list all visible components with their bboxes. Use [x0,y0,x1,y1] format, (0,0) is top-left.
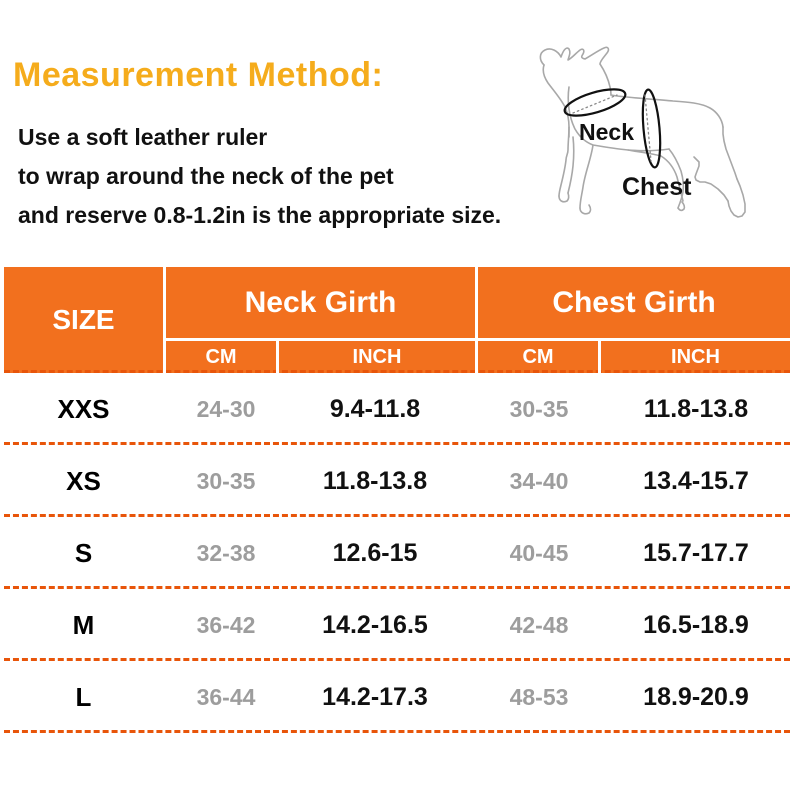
svg-text:Neck: Neck [579,119,634,145]
svg-text:Chest: Chest [622,173,692,201]
